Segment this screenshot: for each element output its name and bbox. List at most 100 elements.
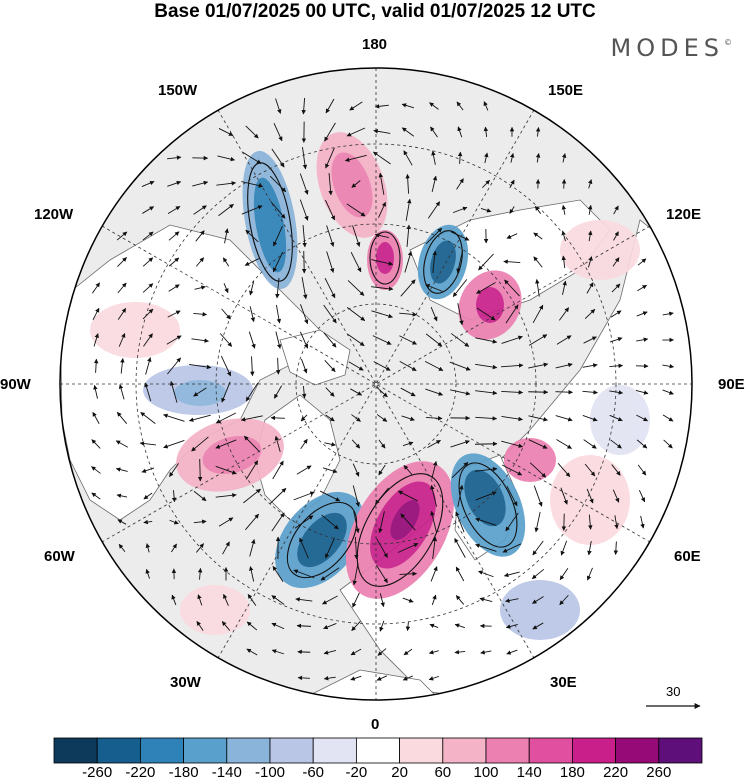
wind-arrow xyxy=(189,363,212,370)
wind-arrow xyxy=(509,179,515,189)
wind-arrow xyxy=(193,490,207,502)
wind-arrow xyxy=(143,519,153,525)
wind-arrow xyxy=(506,649,518,655)
graticule xyxy=(60,68,692,700)
wind-arrow xyxy=(324,442,336,447)
wind-arrow xyxy=(532,622,544,630)
wind-arrow xyxy=(501,335,523,344)
wind-arrow xyxy=(191,338,209,343)
colorbar xyxy=(53,737,703,764)
wind-arrow xyxy=(431,175,438,192)
wind-arrow xyxy=(402,441,414,447)
wind-arrow xyxy=(215,439,237,449)
wind-arrow xyxy=(375,487,389,505)
wind-arrow xyxy=(296,465,312,475)
colorbar-tick-label: 60 xyxy=(434,764,452,781)
wind-arrow xyxy=(166,335,182,345)
wind-arrow xyxy=(431,150,436,165)
wind-arrow xyxy=(348,361,364,371)
wind-arrow xyxy=(456,178,464,190)
wind-arrow xyxy=(504,279,520,297)
wind-arrow xyxy=(425,388,444,396)
wind-arrow xyxy=(583,336,597,344)
wind-arrow xyxy=(561,178,567,189)
wind-arrow xyxy=(117,282,127,294)
wind-arrow xyxy=(347,280,365,296)
wind-arrow xyxy=(142,231,154,241)
wind-arrow xyxy=(636,311,648,317)
wind-arrow xyxy=(143,333,153,347)
wind-arrow xyxy=(475,337,498,344)
wind-arrow xyxy=(425,416,443,421)
wind-arrow xyxy=(424,361,444,371)
wind-arrow xyxy=(425,333,443,347)
wind-arrow xyxy=(242,152,262,164)
wind-arrow xyxy=(373,129,391,134)
wind-arrow xyxy=(142,257,154,267)
lon-label-150e: 150E xyxy=(548,82,584,99)
wind-arrow xyxy=(379,593,385,608)
wind-arrow xyxy=(222,541,230,555)
wind-arrow xyxy=(425,227,443,245)
lon-label-150w: 150W xyxy=(158,82,198,99)
colorbar-swatch xyxy=(139,737,184,764)
wind-arrow xyxy=(374,233,389,238)
wind-arrow xyxy=(502,543,522,553)
wind-arrow xyxy=(301,97,306,115)
wind-arrow xyxy=(637,284,647,292)
wind-arrow xyxy=(248,331,256,349)
wind-arrow xyxy=(614,515,619,530)
wind-arrow xyxy=(456,251,463,274)
colorbar-tick-label: -140 xyxy=(211,764,242,781)
wind-arrow xyxy=(561,255,566,269)
wind-arrow xyxy=(352,463,360,477)
wind-arrow xyxy=(346,307,366,321)
wind-arrow xyxy=(169,380,178,403)
wind-arrow xyxy=(428,650,439,655)
wind-arrow xyxy=(324,277,336,299)
wind-arrow xyxy=(427,439,441,449)
wind-arrow xyxy=(351,439,361,449)
lon-label-60e: 60E xyxy=(674,548,701,565)
wind-arrow xyxy=(480,650,492,655)
wind-arrow xyxy=(245,382,259,402)
wind-arrow xyxy=(299,537,309,559)
wind-arrow xyxy=(584,308,596,320)
wind-arrow xyxy=(613,231,619,241)
wind-arrow xyxy=(293,569,315,579)
wind-arrow xyxy=(197,594,203,606)
wind-arrow xyxy=(270,415,285,421)
wind-arrow xyxy=(246,621,258,631)
wind-arrow xyxy=(506,233,518,239)
wind-arrow xyxy=(637,258,647,266)
colorbar-tick-label: 220 xyxy=(603,764,629,781)
wind-arrow xyxy=(191,436,209,452)
wind-arrow xyxy=(346,127,366,137)
wind-arrow xyxy=(428,675,440,681)
wind-arrow xyxy=(430,306,438,322)
wind-arrow xyxy=(350,251,362,273)
wind-arrow xyxy=(483,101,489,111)
lon-label-60w: 60W xyxy=(44,548,75,565)
wind-arrow xyxy=(431,460,438,479)
wind-arrow xyxy=(457,151,463,164)
wind-arrow xyxy=(636,337,649,342)
wind-arrow xyxy=(430,126,438,138)
wind-arrow xyxy=(586,282,594,294)
wind-arrow xyxy=(399,571,418,577)
wind-arrow xyxy=(450,231,470,241)
colorbar-tick-label: 20 xyxy=(391,764,408,781)
wind-arrow xyxy=(271,512,285,532)
colorbar-tick-label: -180 xyxy=(168,764,199,781)
wind-arrow xyxy=(430,510,437,533)
wind-arrow xyxy=(91,466,101,474)
wind-arrow xyxy=(509,152,515,163)
wind-arrow xyxy=(320,567,340,581)
wind-arrow xyxy=(169,519,179,525)
wind-arrow xyxy=(455,566,465,582)
wind-arrow xyxy=(399,360,417,372)
wind-arrow xyxy=(483,126,489,138)
wind-arrow xyxy=(377,648,387,656)
lon-label-0: 0 xyxy=(371,716,380,733)
